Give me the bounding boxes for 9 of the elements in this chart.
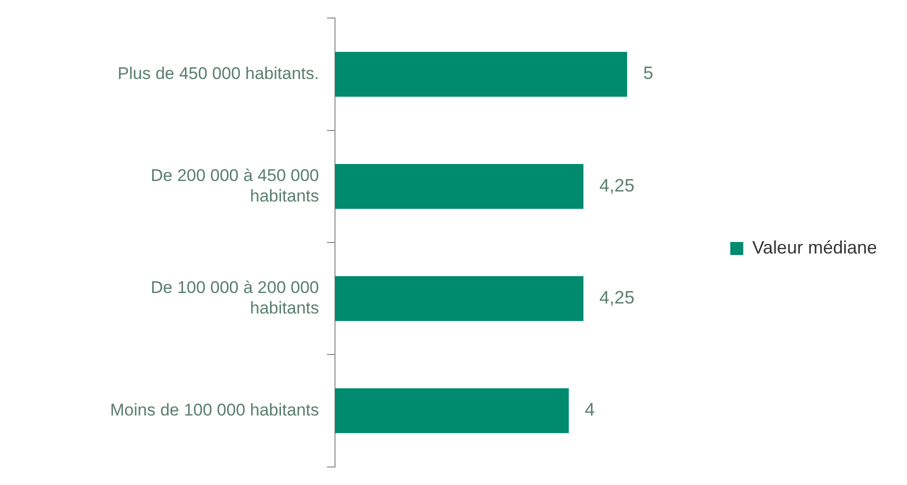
y-tick-label: De 200 000 à 450 000 habitants [150,166,319,206]
data-label: 4 [584,400,595,420]
data-label: 4,25 [599,288,634,308]
y-tick-label: De 100 000 à 200 000 habitants [150,278,319,318]
y-tick-label: Plus de 450 000 habitants. [118,64,319,83]
data-label: 5 [643,63,654,84]
data-label: 4,25 [599,175,634,196]
legend-label: Valeur médiane [752,237,878,258]
y-tick-label: Moins de 100 000 habitants [110,400,319,420]
